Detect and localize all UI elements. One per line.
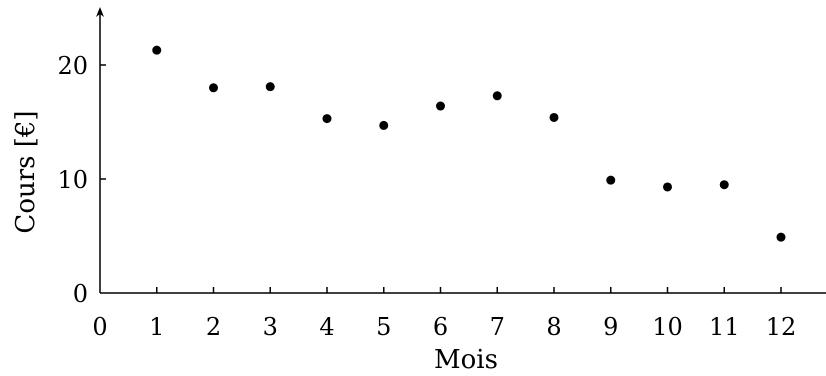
data-point	[209, 83, 218, 93]
data-point	[719, 180, 729, 190]
x-tick-label: 6	[433, 313, 448, 341]
x-tick-label: 2	[206, 313, 221, 341]
x-tick-label: 9	[603, 313, 618, 341]
y-axis-label: Cours [€]	[11, 110, 41, 233]
data-point	[606, 175, 616, 185]
axes	[96, 7, 826, 294]
data-point	[152, 45, 162, 55]
x-tick-label: 1	[149, 313, 164, 341]
y-tick-label: 0	[73, 280, 88, 308]
x-tick-label: 11	[709, 313, 740, 341]
x-tick-label: 3	[263, 313, 278, 341]
data-point	[265, 82, 275, 92]
y-axis-arrowhead	[96, 7, 104, 17]
x-axis-ticks: 0 1 2 3 4 5 6 7 8 9 10 11 12	[92, 287, 796, 341]
data-point	[379, 120, 389, 130]
y-tick-label: 10	[57, 166, 88, 194]
x-tick-label: 5	[376, 313, 391, 341]
x-tick-label: 8	[546, 313, 561, 341]
x-tick-label: 4	[319, 313, 334, 341]
x-tick-label: 12	[766, 313, 797, 341]
y-axis-ticks: 0 10 20	[57, 52, 106, 308]
x-axis-label: Mois	[434, 345, 498, 375]
x-tick-label: 0	[92, 313, 107, 341]
data-point	[549, 112, 559, 122]
data-point	[492, 91, 502, 101]
y-tick-label: 20	[57, 52, 88, 80]
data-points	[152, 45, 786, 242]
data-point	[436, 101, 445, 111]
data-point	[776, 232, 786, 242]
x-tick-label: 7	[490, 313, 505, 341]
data-point	[663, 182, 672, 192]
data-point	[322, 114, 332, 124]
x-tick-label: 10	[652, 313, 683, 341]
